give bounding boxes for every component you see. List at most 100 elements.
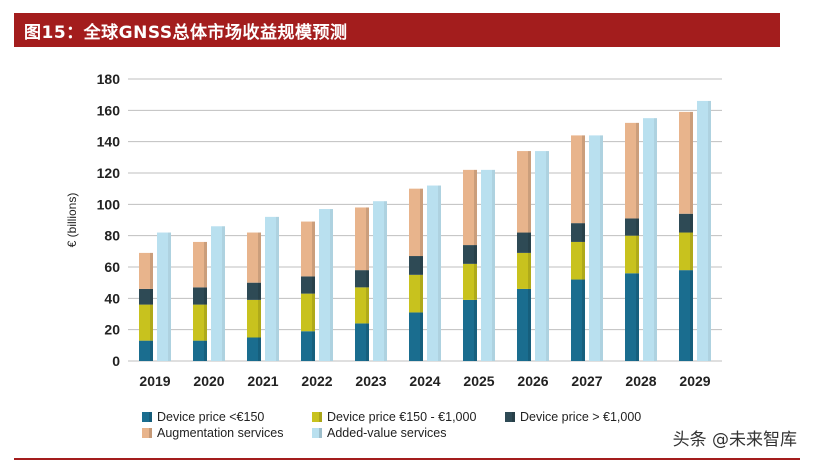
bar-segment-shade [366,287,369,324]
added-value-bar [643,118,657,362]
x-tick-label: 2020 [193,373,224,389]
bar-segment-shade [150,340,153,361]
bar-segment-shade [366,323,369,361]
legend-swatch-shade [149,412,152,422]
stacked-bar-segment [517,232,531,253]
stacked-bar-segment [139,288,153,305]
stacked-bar-segment [409,312,423,361]
stacked-bar-segment [355,270,369,288]
stacked-bar-segment [247,337,261,361]
x-tick-label: 2022 [301,373,332,389]
added-value-bar-shade [222,226,225,361]
bar-segment-shade [420,274,423,313]
stacked-bar-segment [301,293,315,332]
figure-title-bar: 图15：全球GNSS总体市场收益规模预测 [14,13,780,47]
bar-segment-shade [258,337,261,361]
stacked-bar-segment [301,276,315,294]
bar-segment-shade [312,331,315,361]
added-value-bar [481,169,495,361]
bar-segment-shade [582,135,585,224]
bar-segment-shade [366,207,369,271]
legend-label: Augmentation services [157,426,283,440]
legend-swatch [312,412,322,422]
x-tick-label: 2021 [247,373,278,389]
bar-segment-shade [690,111,693,214]
added-value-bar [697,100,711,361]
legend-label: Added-value services [327,426,447,440]
bar-segment-shade [474,299,477,361]
x-tick-label: 2026 [517,373,548,389]
bar-segment-shade [528,252,531,289]
stacked-bar-segment [463,245,477,264]
stacked-bar-segment [463,299,477,361]
bar-segment-shade [258,282,261,300]
bar-segment-shade [420,188,423,257]
bar-segment-shade [312,293,315,332]
legend-label: Device price <€150 [157,410,264,424]
bar-segment-shade [528,151,531,233]
y-tick-label: 0 [112,353,120,369]
bar-segment-shade [150,288,153,305]
stacked-bar-segment [139,340,153,361]
stacked-bar-segment [679,232,693,271]
stacked-bar-segment [247,232,261,283]
stacked-bar-segment [625,235,639,274]
bar-segment-shade [582,241,585,280]
bar-segment-shade [690,213,693,233]
y-tick-label: 160 [97,102,121,118]
added-value-bar-shade [708,100,711,361]
bar-segment-shade [258,299,261,338]
stacked-bar-segment [463,263,477,300]
added-value-bar-shade [546,151,549,361]
legend-label: Device price > €1,000 [520,410,641,424]
stacked-bar-segment [625,218,639,236]
stacked-bar-segment [139,304,153,341]
legend-swatch-shade [319,428,322,438]
stacked-bar-segment [409,256,423,275]
stacked-bar-segment [355,323,369,361]
added-value-bar [157,232,171,361]
legend-swatch-shade [149,428,152,438]
figure-title: 图15：全球GNSS总体市场收益规模预测 [24,22,348,43]
x-tick-label: 2025 [463,373,494,389]
added-value-bar-shade [600,135,603,361]
bar-segment-shade [204,304,207,341]
stacked-bar-segment [247,282,261,300]
stacked-bar-segment [571,279,585,361]
y-tick-label: 40 [104,290,120,306]
stacked-bar-segment [193,287,207,305]
legend-swatch [505,412,515,422]
bar-segment-shade [312,276,315,294]
bar-segment-shade [636,218,639,236]
bottom-divider [14,458,800,460]
stacked-bar-segment [571,223,585,242]
bar-segment-shade [690,270,693,361]
added-value-bar [319,209,333,361]
stacked-bar-segment [247,299,261,338]
bar-segment-shade [150,252,153,289]
bar-segment-shade [366,270,369,288]
added-value-bar [211,226,225,361]
bar-segment-shade [204,340,207,361]
stacked-bar-segment [193,241,207,288]
y-tick-label: 20 [104,322,120,338]
y-tick-label: 80 [104,228,120,244]
bar-segment-shade [474,263,477,300]
bar-segment-shade [312,221,315,277]
added-value-bar [373,201,387,361]
legend-swatch [312,428,322,438]
stacked-bar-segment [571,241,585,280]
stacked-bar-segment [139,252,153,289]
added-value-bar [589,135,603,361]
y-tick-label: 60 [104,259,120,275]
added-value-bar-shade [492,169,495,361]
bar-segment-shade [474,245,477,264]
bar-segment-shade [528,232,531,253]
added-value-bar-shade [654,118,657,362]
stacked-bar-segment [193,340,207,361]
bar-segment-shade [582,279,585,361]
added-value-bar [427,185,441,361]
added-value-bar-shade [276,216,279,361]
stacked-bar-segment [625,122,639,219]
